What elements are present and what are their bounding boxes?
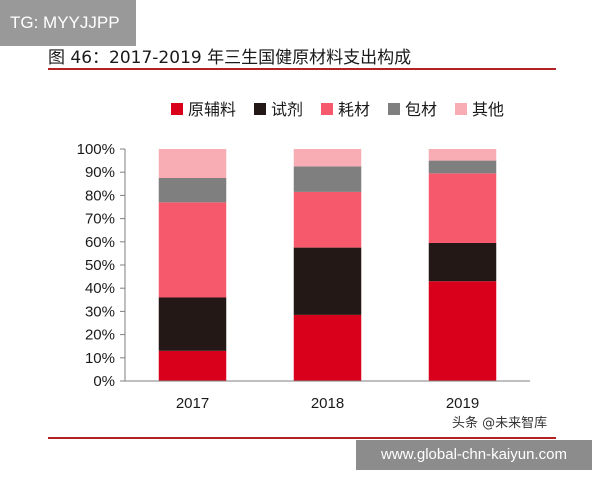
bar-segment [428,149,497,161]
bar-segment [158,149,227,178]
y-tick-label: 80% [85,187,115,204]
legend-label: 包材 [405,100,437,119]
legend-label: 其他 [472,100,504,119]
y-tick-label: 60% [85,234,115,251]
watermark: 头条 @未来智库 [452,416,548,431]
legend-swatch [455,103,467,115]
legend-swatch [321,103,333,115]
bar-segment [428,242,497,282]
y-tick-label: 100% [77,141,115,158]
bar-segment [428,281,497,381]
y-tick-label: 90% [85,164,115,181]
bar-segment [293,314,362,381]
bar-segment [293,191,362,248]
bar-segment [428,173,497,243]
bar-segment [293,166,362,192]
bar-segment [158,350,227,381]
bar-segment [293,247,362,315]
bar-segment [428,160,497,174]
y-tick-label: 10% [85,350,115,367]
x-axis: 2017 2018 2019 [125,380,530,412]
bar-segment [158,202,227,298]
x-tick-label: 2017 [176,395,209,412]
bottom-rule [48,437,556,439]
y-axis: 0% 10% 20% 30% 40% 50% 60% 70% 80% 90% 100% [77,141,126,390]
y-tick-label: 30% [85,303,115,320]
y-tick-label: 70% [85,211,115,228]
legend-label: 原辅料 [188,100,236,119]
x-tick-label: 2019 [446,395,479,412]
bar-segment [158,297,227,351]
url-banner: www.global-chn-kaiyun.com [356,440,592,470]
legend-swatch [171,103,183,115]
legend-label: 耗材 [338,100,370,119]
chart-title: 图 46：2017-2019 年三生国健原材料支出构成 [48,48,412,68]
tag-badge: TG: MYYJJPP [0,0,136,46]
y-tick-label: 20% [85,327,115,344]
legend-swatch [388,103,400,115]
title-rule [48,68,556,70]
x-tick-label: 2018 [311,395,344,412]
bar-segment [293,149,362,167]
bar-segment [158,178,227,203]
y-tick-label: 50% [85,257,115,274]
legend-swatch [254,103,266,115]
y-tick-label: 0% [93,373,115,390]
legend: 原辅料 试剂 耗材 包材 其他 [171,100,504,119]
bars [158,149,497,381]
y-tick-label: 40% [85,280,115,297]
legend-label: 试剂 [271,100,303,119]
